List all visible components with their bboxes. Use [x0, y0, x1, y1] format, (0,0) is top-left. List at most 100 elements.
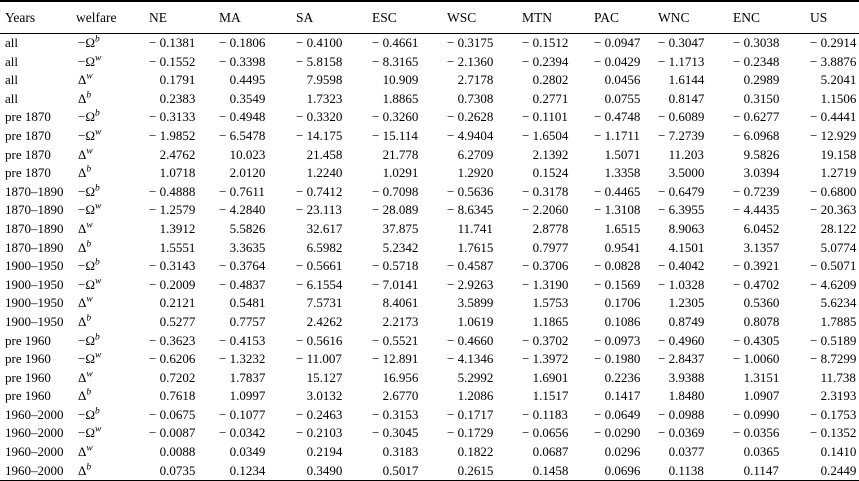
welfare-symbol: −Ω	[78, 332, 95, 348]
welfare-superscript: w	[86, 146, 93, 157]
value-cell-enc: − 0.2989	[743, 72, 780, 88]
welfare-measure-cell: −Ωw	[74, 424, 147, 443]
value-cell-mtn: − 0.2802	[532, 72, 569, 88]
data-row: 1900–1950 Δb − 0.5277 − 0.7757 − 2.4262 − 2.2…	[0, 313, 859, 332]
data-row: 1900–1950 −Ωw − 0.2009− 0.4837− 6.1554− 7.…	[0, 276, 859, 295]
value-cell-enc: − 1.3151	[743, 369, 780, 385]
value-cell-wsc: − 0.1822	[457, 444, 494, 460]
value-cell-ne: − 1.9852	[149, 127, 196, 143]
value-cell-ma: − 3.3635	[229, 239, 266, 255]
value-cell-wsc: − 5.2992	[457, 369, 494, 385]
value-cell-pac: − 0.1569	[594, 276, 641, 292]
value-cell-pac: − 1.3358	[604, 165, 641, 181]
value-cell-ne: − 0.4888	[149, 183, 196, 199]
value-cell-esc: − 7.0141	[372, 276, 419, 292]
value-cell-us: − 20.363	[810, 202, 857, 218]
value-cell-wnc: − 3.9388	[668, 369, 705, 385]
value-cell-wnc: − 1.8480	[668, 388, 705, 404]
years-cell: 1900–1950	[5, 313, 64, 329]
value-cell-ne: − 0.1552	[149, 53, 196, 69]
value-cell-ma: − 0.5481	[229, 295, 266, 311]
value-cell-mtn: − 0.1183	[522, 406, 568, 422]
welfare-measure-cell: Δb	[74, 239, 147, 258]
years-cell: 1900–1950	[5, 258, 64, 274]
value-cell-ne: − 1.0718	[159, 165, 196, 181]
value-cell-pac: − 0.0947	[594, 35, 641, 50]
value-cell-enc: − 4.4435	[733, 202, 780, 218]
value-cell-sa: − 1.7323	[306, 90, 343, 106]
value-cell-wnc: − 0.0988	[658, 406, 705, 422]
value-cell-wsc: − 11.741	[457, 220, 493, 236]
value-cell-ma: − 5.5826	[229, 220, 266, 236]
value-cell-ma: − 10.023	[229, 146, 266, 162]
value-cell-us: − 0.2449	[820, 462, 857, 478]
data-row: 1960–2000 −Ωb − 0.0675− 0.1077− 0.2463− 0.…	[0, 406, 859, 425]
data-row: pre 1960 −Ωb − 0.3623− 0.4153− 0.5616− 0.5…	[0, 332, 859, 351]
data-row: 1870–1890 −Ωw − 1.2579− 4.2840− 23.113− 28…	[0, 201, 859, 220]
value-cell-us: − 28.122	[820, 220, 857, 236]
years-cell: pre 1960	[5, 369, 51, 385]
welfare-measure-cell: −Ωw	[74, 127, 147, 146]
value-cell-ne: − 0.0735	[159, 462, 196, 478]
value-cell-ne: − 0.0675	[149, 406, 196, 422]
value-cell-ne: − 1.2579	[149, 202, 196, 218]
value-cell-pac: − 0.9541	[604, 239, 641, 255]
value-cell-mtn: − 2.1392	[532, 146, 569, 162]
years-cell: all	[5, 72, 18, 88]
value-cell-mtn: − 2.2060	[522, 202, 569, 218]
welfare-symbol: Δ	[78, 444, 87, 460]
value-cell-esc: − 10.909	[382, 72, 419, 88]
value-cell-esc: − 2.6770	[382, 388, 419, 404]
value-cell-us: − 4.6209	[810, 276, 857, 292]
value-cell-ne: − 0.1381	[149, 35, 196, 50]
value-cell-wnc: − 7.2739	[658, 127, 705, 143]
value-cell-enc: − 0.8078	[743, 313, 780, 329]
value-cell-wnc: − 1.1713	[658, 53, 705, 69]
value-cell-enc: − 1.0907	[743, 388, 780, 404]
value-cell-wsc: − 6.2709	[457, 146, 494, 162]
value-cell-pac: − 0.4465	[594, 183, 641, 199]
value-cell-mtn: − 0.0687	[532, 444, 569, 460]
value-cell-esc: − 16.956	[382, 369, 419, 385]
value-cell-sa: − 0.5616	[296, 332, 343, 348]
years-cell: 1870–1890	[5, 183, 64, 199]
value-cell-wsc: − 1.2086	[457, 388, 494, 404]
data-row: 1960–2000 Δw − 0.0088 − 0.0349 − 0.2194 − 0.3…	[0, 443, 859, 462]
years-cell: 1960–2000	[5, 425, 64, 441]
value-cell-wsc: − 4.9404	[447, 127, 494, 143]
value-cell-sa: − 0.2103	[296, 425, 343, 441]
value-cell-enc: − 0.3921	[733, 258, 780, 274]
value-cell-ne: − 0.2383	[159, 90, 196, 106]
value-cell-sa: − 0.3490	[306, 462, 343, 478]
welfare-measure-cell: Δw	[74, 146, 147, 165]
value-cell-wnc: − 0.6089	[658, 109, 705, 125]
value-cell-ma: − 0.3398	[219, 53, 266, 69]
value-cell-pac: − 0.0649	[594, 406, 641, 422]
value-cell-us: − 0.4441	[810, 109, 857, 125]
value-cell-sa: − 0.5661	[296, 258, 343, 274]
value-cell-ne: − 0.7202	[159, 369, 196, 385]
value-cell-us: − 3.8876	[810, 53, 857, 69]
column-header-mtn: MTN	[520, 1, 592, 34]
welfare-symbol: −Ω	[78, 425, 95, 441]
welfare-symbol: −Ω	[78, 351, 95, 367]
welfare-superscript: b	[86, 313, 92, 324]
value-cell-sa: − 14.175	[296, 127, 343, 143]
value-cell-mtn: − 1.1865	[532, 313, 569, 329]
value-cell-ne: − 0.7618	[159, 388, 196, 404]
value-cell-esc: − 8.3165	[372, 53, 419, 69]
value-cell-ne: − 0.5277	[159, 313, 196, 329]
value-cell-ma: − 0.1077	[219, 406, 266, 422]
years-cell: pre 1870	[5, 109, 51, 125]
welfare-superscript: b	[95, 109, 100, 120]
value-cell-pac: − 0.0296	[604, 444, 641, 460]
column-header-enc: ENC	[731, 1, 808, 34]
data-row: pre 1870 Δw − 2.4762 − 10.023 − 21.458 − 21.7…	[0, 146, 859, 165]
welfare-superscript: b	[95, 332, 100, 343]
years-cell: all	[5, 53, 18, 69]
value-cell-pac: − 0.0828	[594, 258, 641, 274]
welfare-superscript: b	[86, 462, 92, 473]
value-cell-pac: − 0.1706	[604, 295, 641, 311]
years-cell: 1870–1890	[5, 220, 64, 236]
